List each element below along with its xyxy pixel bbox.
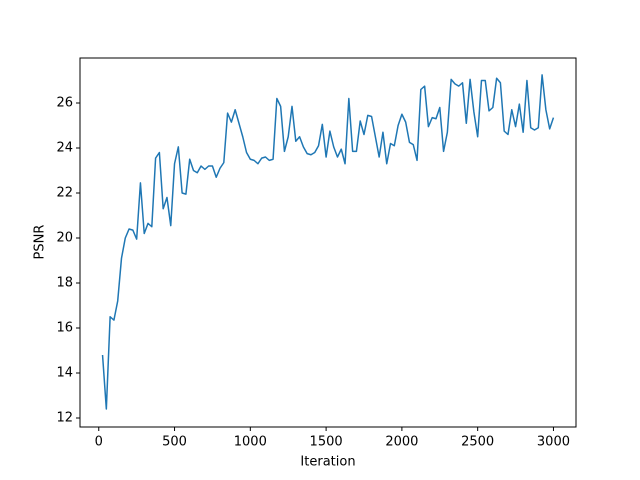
y-tick-label: 20 — [56, 231, 73, 246]
x-axis-label: Iteration — [300, 455, 355, 470]
y-tick-label: 16 — [56, 321, 73, 336]
y-tick-label: 24 — [56, 141, 73, 156]
data-line — [101, 74, 555, 410]
x-tick-label: 1500 — [310, 435, 343, 450]
y-tick-label: 22 — [56, 186, 73, 201]
x-tick-label: 3000 — [537, 435, 570, 450]
x-tick-label: 1000 — [234, 435, 267, 450]
y-tick-label: 26 — [56, 96, 73, 111]
x-tick-label: 0 — [95, 435, 103, 450]
y-tick-label: 12 — [56, 411, 73, 426]
x-tick-label: 500 — [162, 435, 187, 450]
y-tick-label: 14 — [56, 366, 73, 381]
y-tick-label: 18 — [56, 276, 73, 291]
y-axis-label: PSNR — [33, 225, 48, 260]
x-tick-label: 2000 — [385, 435, 418, 450]
plot-frame — [79, 57, 577, 428]
x-tick-label: 2500 — [461, 435, 494, 450]
